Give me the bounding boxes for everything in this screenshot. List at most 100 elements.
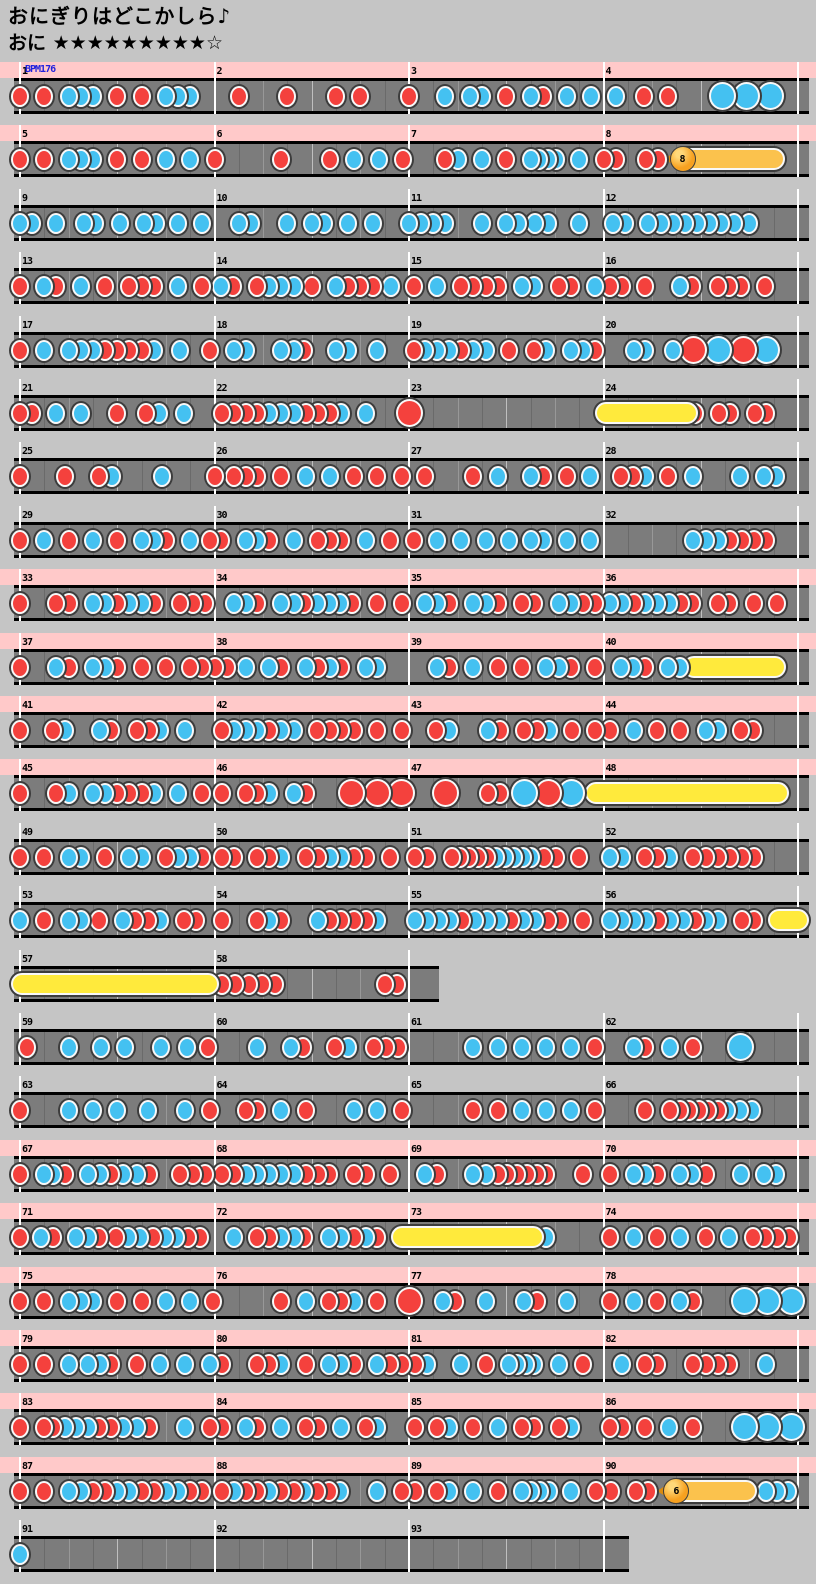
- beat-subdivision-line: [481, 652, 483, 682]
- ka-note: [59, 85, 78, 107]
- beat-subdivision-line: [311, 969, 313, 999]
- big-ka-note: [727, 1033, 755, 1061]
- don-note: [426, 719, 445, 741]
- don-note: [320, 148, 339, 170]
- measure-line: [408, 1076, 410, 1128]
- don-note: [479, 782, 498, 804]
- beat-subdivision-line: [44, 1095, 46, 1125]
- beat-subdivision-line: [554, 525, 556, 555]
- beat-subdivision-line: [263, 335, 265, 365]
- don-note: [156, 846, 175, 868]
- measure-number: 49: [22, 827, 33, 838]
- beat-subdivision-line: [287, 1539, 289, 1569]
- beat-ruler-line: [14, 1219, 809, 1222]
- ka-note: [120, 846, 139, 868]
- don-note: [558, 465, 577, 487]
- don-note: [171, 592, 190, 614]
- ka-note: [368, 1353, 387, 1375]
- beat-subdivision-line: [554, 335, 556, 365]
- don-note: [205, 465, 224, 487]
- chart-header: おにぎりはどこかしら♪ おに ★★★★★★★★★☆: [8, 2, 231, 56]
- ka-note: [83, 529, 102, 551]
- track-bottom-border: [14, 1189, 809, 1192]
- ka-note: [35, 529, 54, 551]
- ka-note: [661, 1036, 680, 1058]
- beat-ruler-line: [14, 839, 809, 842]
- don-note: [684, 1353, 703, 1375]
- ka-note: [488, 465, 507, 487]
- don-note: [248, 909, 267, 931]
- ka-note: [671, 1290, 690, 1312]
- beat-subdivision-line: [481, 1539, 483, 1569]
- ka-note: [169, 212, 188, 234]
- don-note: [415, 465, 434, 487]
- beat-subdivision-line: [384, 1539, 386, 1569]
- don-note: [212, 1480, 231, 1502]
- measure-number: 67: [22, 1144, 33, 1155]
- measure-line: [602, 62, 605, 114]
- measure-number: 78: [605, 1271, 617, 1282]
- measure-line: [602, 633, 605, 685]
- beat-subdivision-line: [433, 398, 435, 428]
- don-note: [406, 846, 425, 868]
- beat-subdivision-line: [433, 81, 435, 111]
- beat-subdivision-line: [263, 144, 265, 174]
- ka-note: [369, 148, 388, 170]
- don-note: [488, 656, 507, 678]
- measure-number: 71: [22, 1207, 33, 1218]
- measure-number: 31: [411, 510, 422, 521]
- don-note: [308, 529, 327, 551]
- beat-subdivision-line: [165, 1159, 167, 1189]
- beat-subdivision-line: [700, 81, 702, 111]
- measure-line: [797, 1330, 799, 1382]
- measure-number: 15: [411, 256, 422, 267]
- don-note: [658, 85, 677, 107]
- ka-note: [671, 1163, 690, 1185]
- don-note: [476, 1353, 495, 1375]
- drumroll-bar: [584, 782, 789, 804]
- ka-note: [282, 1036, 301, 1058]
- ka-note: [624, 1036, 643, 1058]
- track-bottom-border: [14, 365, 809, 368]
- chart-row-7: 25 26 27 28: [0, 442, 816, 494]
- ka-note: [200, 1353, 219, 1375]
- ka-note: [526, 212, 545, 234]
- don-note: [11, 85, 29, 107]
- track-bottom-border: [14, 1442, 809, 1445]
- chart-row-24: 91 92 93: [0, 1520, 816, 1572]
- don-note: [127, 1353, 146, 1375]
- beat-subdivision-line: [579, 1476, 581, 1506]
- beat-subdivision-line: [92, 398, 94, 428]
- ka-note: [71, 402, 90, 424]
- don-note: [585, 656, 604, 678]
- chart-row-2: 5 6 7 8 8: [0, 125, 816, 177]
- beat-ruler-line: [14, 775, 809, 778]
- beat-subdivision-line: [676, 525, 678, 555]
- ka-note: [684, 465, 703, 487]
- measure-number: 57: [22, 954, 33, 965]
- measure-line: [797, 506, 799, 558]
- ka-note: [320, 465, 339, 487]
- don-note: [205, 148, 224, 170]
- measure-number: 93: [411, 1524, 422, 1535]
- measure-number: 45: [22, 763, 33, 774]
- beat-subdivision-line: [457, 398, 459, 428]
- don-note: [96, 846, 115, 868]
- ka-note: [719, 1226, 738, 1248]
- ka-note: [59, 1353, 78, 1375]
- ka-note: [561, 1480, 580, 1502]
- don-note: [212, 782, 231, 804]
- don-note: [325, 1036, 344, 1058]
- beat-subdivision-line: [433, 144, 435, 174]
- measure-number: 20: [605, 320, 617, 331]
- don-note: [392, 1099, 411, 1121]
- beat-subdivision-line: [190, 1539, 192, 1569]
- measure-number: 34: [216, 573, 228, 584]
- ka-note: [472, 212, 491, 234]
- don-note: [224, 465, 243, 487]
- measure-line: [602, 1013, 605, 1065]
- don-note: [549, 275, 568, 297]
- beat-subdivision-line: [263, 81, 265, 111]
- measure-line: [797, 759, 799, 811]
- ka-note: [612, 1353, 631, 1375]
